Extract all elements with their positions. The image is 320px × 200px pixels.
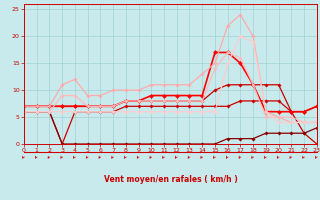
- Text: Vent moyen/en rafales ( km/h ): Vent moyen/en rafales ( km/h ): [104, 175, 237, 184]
